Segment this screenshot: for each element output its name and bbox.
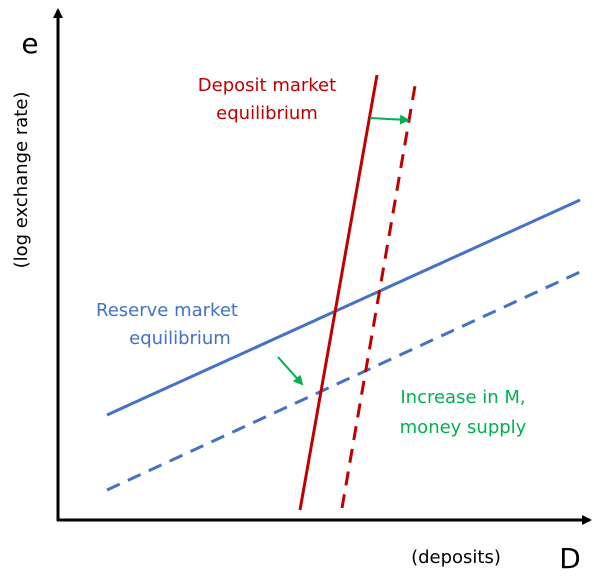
deposit-curve bbox=[298, 74, 379, 511]
y-label: e bbox=[21, 27, 38, 60]
shift-arrow bbox=[277, 356, 304, 386]
reserve-label: equilibrium bbox=[129, 328, 231, 349]
deposit-label: Deposit market bbox=[198, 75, 336, 96]
shift-label: money supply bbox=[400, 417, 527, 438]
x-label: D bbox=[559, 542, 581, 575]
deposit-label: equilibrium bbox=[216, 103, 318, 124]
x-sublabel: (deposits) bbox=[411, 547, 501, 568]
reserve-curve-shifted bbox=[106, 270, 581, 492]
reserve-label: Reserve market bbox=[96, 300, 238, 321]
deposit-curve-shifted bbox=[340, 79, 418, 509]
y-sublabel: (log exchange rate) bbox=[11, 92, 32, 269]
shift-label: Increase in M, bbox=[400, 387, 525, 408]
reserve-curve bbox=[106, 198, 581, 417]
shift-arrow bbox=[369, 114, 410, 125]
